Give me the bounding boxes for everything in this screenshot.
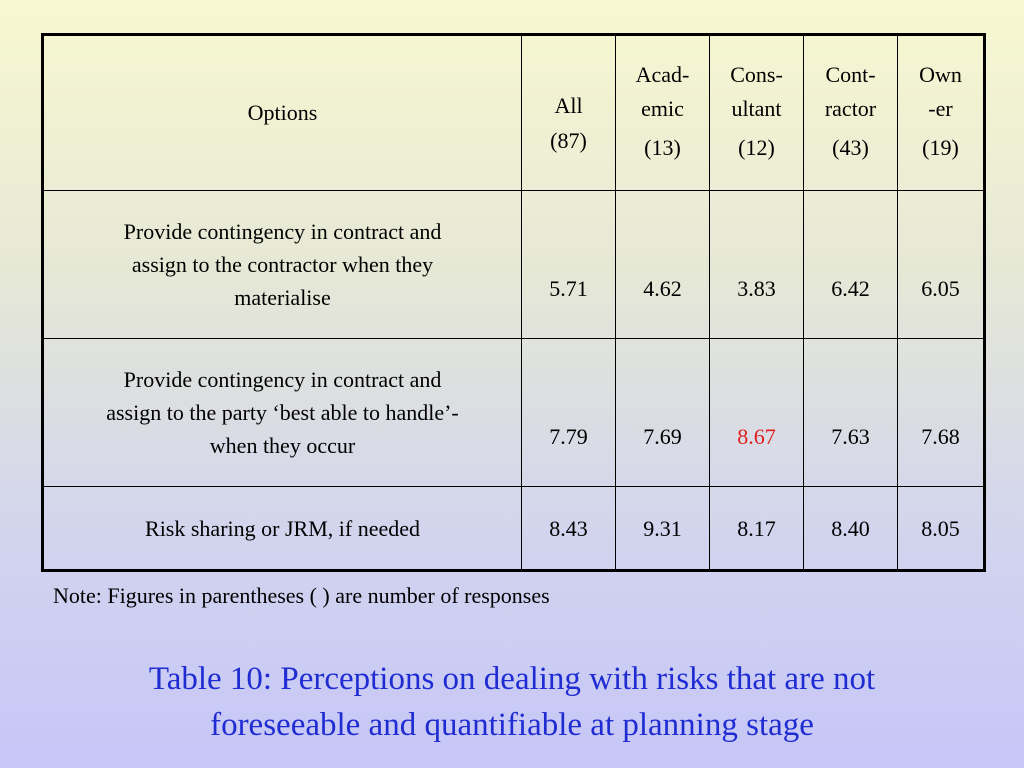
option-text-line: assign to the contractor when they bbox=[131, 252, 434, 277]
value-cell-contractor: 8.40 bbox=[803, 486, 898, 571]
value-cell-consultant-highlighted: 8.67 bbox=[709, 338, 804, 487]
option-text-line: when they occur bbox=[209, 433, 356, 458]
table-row: Risk sharing or JRM, if needed 8.43 9.31… bbox=[42, 486, 985, 571]
column-header-contractor: Cont- ractor (43) bbox=[803, 34, 898, 191]
table-row: Provide contingency in contract and assi… bbox=[42, 190, 985, 339]
column-header-all: All (87) bbox=[521, 34, 616, 191]
column-header-owner: Own -er (19) bbox=[897, 34, 985, 191]
option-cell: Provide contingency in contract and assi… bbox=[42, 338, 522, 487]
value-cell-consultant: 8.17 bbox=[709, 486, 804, 571]
column-header-label: Cons- bbox=[730, 61, 783, 87]
column-header-count: (12) bbox=[738, 134, 775, 160]
table-header-row: Options All (87) Acad- emic (13) Cons- u… bbox=[42, 34, 985, 191]
option-text-line: Provide contingency in contract and bbox=[123, 219, 442, 244]
option-text-line: Risk sharing or JRM, if needed bbox=[145, 515, 420, 541]
column-header-label-cont: emic bbox=[641, 95, 684, 121]
options-column-header: Options bbox=[42, 34, 522, 191]
column-header-count: (87) bbox=[550, 128, 587, 153]
column-header-label: Own bbox=[919, 61, 962, 87]
value-cell-academic: 7.69 bbox=[615, 338, 710, 487]
column-header-count: (43) bbox=[832, 134, 869, 160]
column-header-consultant: Cons- ultant (12) bbox=[709, 34, 804, 191]
option-text-line: materialise bbox=[234, 285, 331, 310]
value-cell-all: 5.71 bbox=[521, 190, 616, 339]
value-cell-contractor: 7.63 bbox=[803, 338, 898, 487]
column-header-label-cont: -er bbox=[928, 95, 953, 121]
option-text-line: Provide contingency in contract and bbox=[123, 367, 442, 392]
option-text-line: assign to the party ‘best able to handle… bbox=[106, 400, 459, 425]
value-cell-academic: 9.31 bbox=[615, 486, 710, 571]
value-cell-owner: 7.68 bbox=[897, 338, 985, 487]
perceptions-table: Options All (87) Acad- emic (13) Cons- u… bbox=[41, 33, 986, 572]
table-row: Provide contingency in contract and assi… bbox=[42, 338, 985, 487]
column-header-label: All bbox=[554, 93, 583, 118]
column-header-count: (19) bbox=[922, 134, 959, 160]
value-cell-all: 7.79 bbox=[521, 338, 616, 487]
option-cell: Risk sharing or JRM, if needed bbox=[42, 486, 522, 571]
option-cell: Provide contingency in contract and assi… bbox=[42, 190, 522, 339]
value-cell-owner: 8.05 bbox=[897, 486, 985, 571]
value-cell-owner: 6.05 bbox=[897, 190, 985, 339]
column-header-label-cont: ractor bbox=[824, 95, 877, 121]
column-header-label: Acad- bbox=[635, 61, 690, 87]
value-cell-academic: 4.62 bbox=[615, 190, 710, 339]
caption-line: foreseeable and quantifiable at planning… bbox=[210, 707, 814, 743]
table-caption: Table 10: Perceptions on dealing with ri… bbox=[0, 656, 1024, 748]
column-header-count: (13) bbox=[644, 134, 681, 160]
value-cell-contractor: 6.42 bbox=[803, 190, 898, 339]
value-cell-consultant: 3.83 bbox=[709, 190, 804, 339]
value-cell-all: 8.43 bbox=[521, 486, 616, 571]
column-header-academic: Acad- emic (13) bbox=[615, 34, 710, 191]
column-header-label-cont: ultant bbox=[731, 95, 782, 121]
column-header-label: Cont- bbox=[825, 61, 876, 87]
table-note: Note: Figures in parentheses ( ) are num… bbox=[53, 583, 550, 608]
caption-line: Table 10: Perceptions on dealing with ri… bbox=[148, 661, 876, 697]
